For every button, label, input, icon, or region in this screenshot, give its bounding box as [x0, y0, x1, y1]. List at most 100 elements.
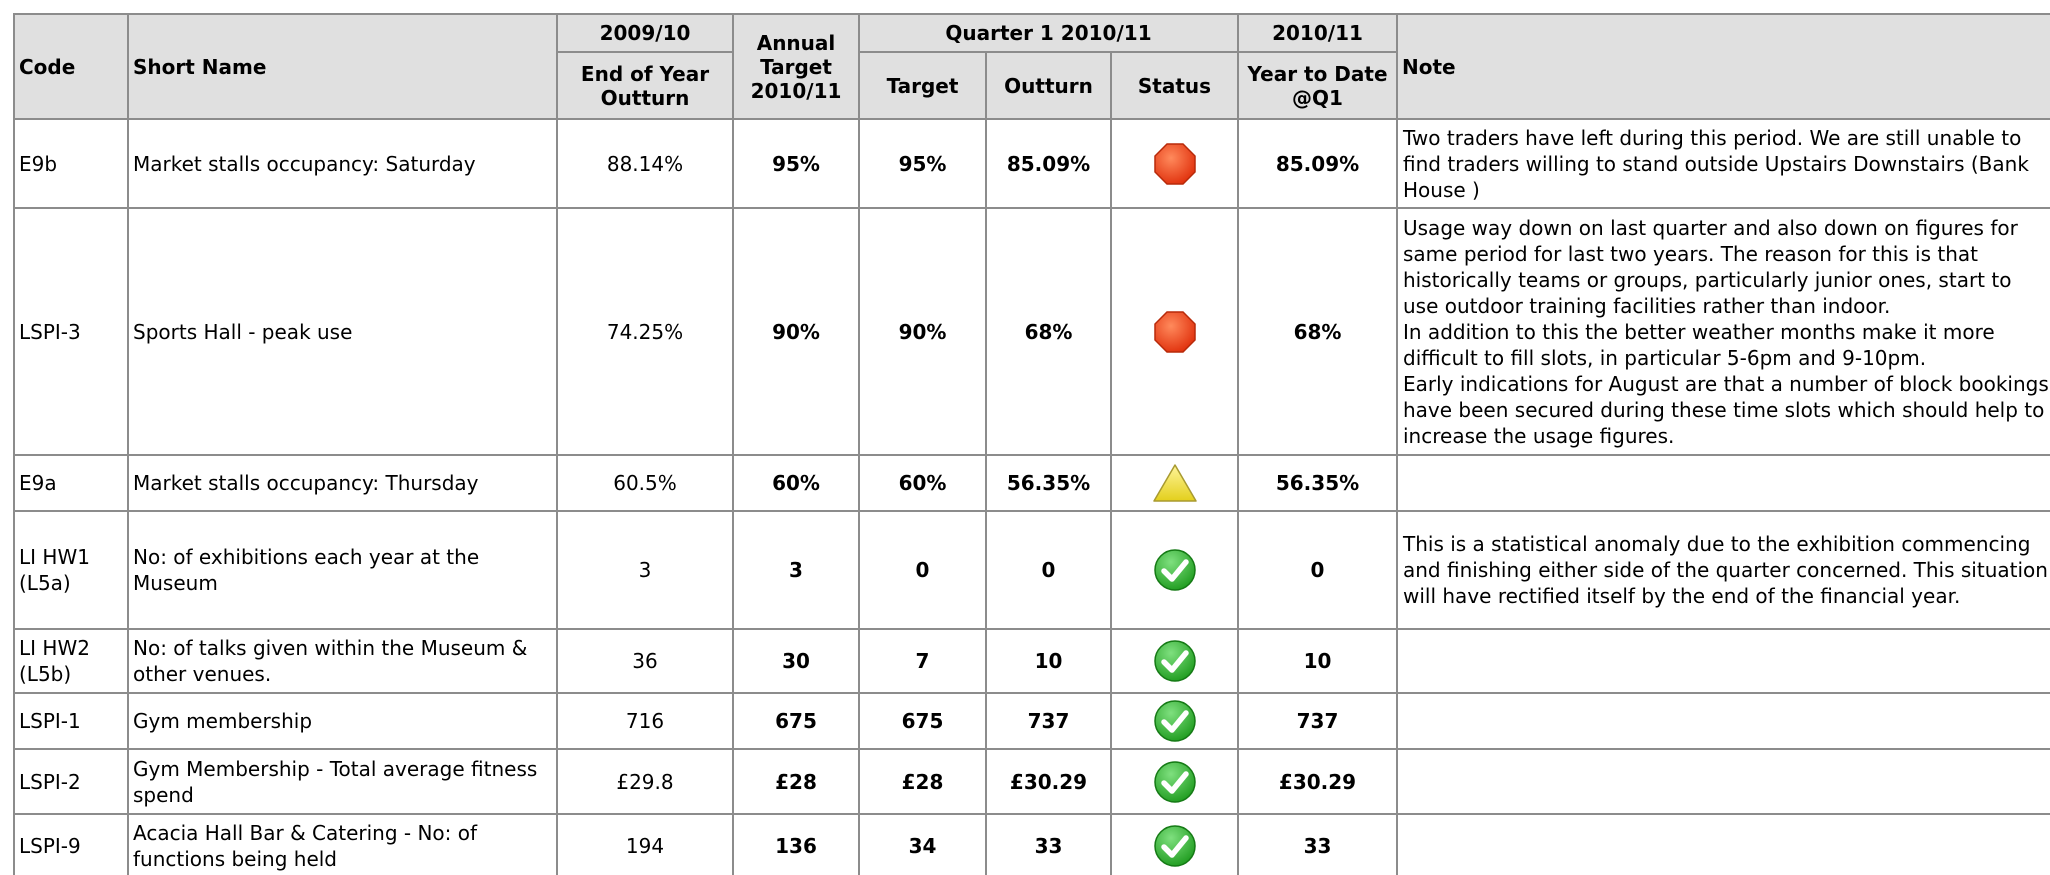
value-cell: 136 — [732, 813, 860, 875]
note-cell: This is a statistical anomaly due to the… — [1396, 510, 2050, 630]
code-cell: LSPI-3 — [13, 207, 129, 456]
header-row: End of Year Outturn Target Outturn Statu… — [14, 51, 2050, 120]
value-cell: 56.35% — [1237, 454, 1398, 512]
status-cell — [1110, 748, 1239, 815]
value-cell: 716 — [556, 692, 734, 750]
code-cell: LSPI-9 — [13, 813, 129, 875]
header-cell: Quarter 1 2010/11 — [858, 13, 1239, 53]
code-cell: LSPI-1 — [13, 692, 129, 750]
value-cell: £29.8 — [556, 748, 734, 815]
value-cell: 60% — [858, 454, 987, 512]
code-cell: E9b — [13, 118, 129, 209]
note-cell: Two traders have left during this period… — [1396, 118, 2050, 209]
table-body: E9b Market stalls occupancy: Saturday 88.1… — [13, 118, 2050, 875]
status-cell — [1110, 628, 1239, 694]
value-cell: 33 — [985, 813, 1112, 875]
status-cell — [1110, 118, 1239, 209]
value-cell: 85.09% — [1237, 118, 1398, 209]
value-cell: 34 — [858, 813, 987, 875]
value-cell: 68% — [985, 207, 1112, 456]
value-cell: £30.29 — [1237, 748, 1398, 815]
value-cell: 737 — [1237, 692, 1398, 750]
status-icon-red — [1153, 310, 1196, 353]
value-cell: £28 — [732, 748, 860, 815]
header-cell: Status — [1110, 51, 1239, 120]
status-cell — [1110, 510, 1239, 630]
table-wrap: Code Short Name 2009/10 Annual Target 20… — [13, 13, 2050, 875]
value-cell: 675 — [858, 692, 987, 750]
value-cell: 10 — [1237, 628, 1398, 694]
header-cell: Year to Date @Q1 — [1237, 51, 1398, 120]
table-row: LSPI-3 Sports Hall - peak use 74.25% 90% 90%… — [13, 207, 2050, 456]
header-cell: Short Name — [127, 13, 558, 120]
name-cell: Market stalls occupancy: Saturday — [127, 118, 558, 209]
status-icon-green — [1153, 700, 1196, 742]
value-cell: 95% — [858, 118, 987, 209]
value-cell: 68% — [1237, 207, 1398, 456]
status-icon-green — [1153, 825, 1196, 867]
value-cell: 0 — [858, 510, 987, 630]
status-cell — [1110, 813, 1239, 875]
status-icon-red — [1153, 142, 1196, 185]
header-cell: 2010/11 — [1237, 13, 1398, 53]
value-cell: 0 — [1237, 510, 1398, 630]
kpi-table: Code Short Name 2009/10 Annual Target 20… — [13, 13, 2050, 875]
table-row: LI HW1 (L5a) No: of exhibitions each year… — [13, 510, 2050, 630]
status-cell — [1110, 454, 1239, 512]
status-icon-green — [1153, 640, 1196, 682]
value-cell: 90% — [732, 207, 860, 456]
note-cell — [1396, 628, 2050, 694]
header-cell: Annual Target 2010/11 — [732, 13, 860, 120]
header-row: Code Short Name 2009/10 Annual Target 20… — [13, 13, 2050, 120]
name-cell: Market stalls occupancy: Thursday — [127, 454, 558, 512]
table-row: LI HW2 (L5b) No: of talks given within th… — [13, 628, 2050, 694]
status-icon-amber — [1152, 464, 1197, 502]
value-cell: 737 — [985, 692, 1112, 750]
header-cell: Code — [13, 13, 129, 120]
status-icon-green — [1153, 760, 1196, 803]
value-cell: 88.14% — [556, 118, 734, 209]
value-cell: 30 — [732, 628, 860, 694]
value-cell: 74.25% — [556, 207, 734, 456]
status-cell — [1110, 207, 1239, 456]
value-cell: 3 — [732, 510, 860, 630]
value-cell: 85.09% — [985, 118, 1112, 209]
header-cell: End of Year Outturn — [556, 51, 734, 120]
status-cell — [1110, 692, 1239, 750]
table-row: E9a Market stalls occupancy: Thursday 60.5… — [13, 454, 2050, 512]
note-cell — [1396, 692, 2050, 750]
value-cell: 95% — [732, 118, 860, 209]
code-cell: E9a — [13, 454, 129, 512]
header-cell: Outturn — [985, 51, 1112, 120]
value-cell: 3 — [556, 510, 734, 630]
name-cell: Gym membership — [127, 692, 558, 750]
note-cell — [1396, 748, 2050, 815]
code-cell: LI HW2 (L5b) — [13, 628, 129, 694]
status-icon-green — [1153, 549, 1196, 591]
note-cell — [1396, 454, 2050, 512]
code-cell: LI HW1 (L5a) — [13, 510, 129, 630]
value-cell: 7 — [858, 628, 987, 694]
value-cell: 60.5% — [556, 454, 734, 512]
name-cell: Acacia Hall Bar & Catering - No: of func… — [127, 813, 558, 875]
header-cell: Target — [858, 51, 987, 120]
note-cell — [1396, 813, 2050, 875]
value-cell: 56.35% — [985, 454, 1112, 512]
value-cell: 90% — [858, 207, 987, 456]
value-cell: 675 — [732, 692, 860, 750]
table-row: LSPI-9 Acacia Hall Bar & Catering - No: o… — [13, 813, 2050, 875]
value-cell: 0 — [985, 510, 1112, 630]
value-cell: 194 — [556, 813, 734, 875]
name-cell: Gym Membership - Total average fitness s… — [127, 748, 558, 815]
table-row: LSPI-2 Gym Membership - Total average fit… — [13, 748, 2050, 815]
table-row: LSPI-1 Gym membership 716 675 675 737 737 — [13, 692, 2050, 750]
value-cell: 36 — [556, 628, 734, 694]
code-cell: LSPI-2 — [13, 748, 129, 815]
name-cell: Sports Hall - peak use — [127, 207, 558, 456]
header-cell: 2009/10 — [556, 13, 734, 53]
table-row: E9b Market stalls occupancy: Saturday 88.1… — [13, 118, 2050, 209]
name-cell: No: of exhibitions each year at the Muse… — [127, 510, 558, 630]
value-cell: 60% — [732, 454, 860, 512]
value-cell: 10 — [985, 628, 1112, 694]
